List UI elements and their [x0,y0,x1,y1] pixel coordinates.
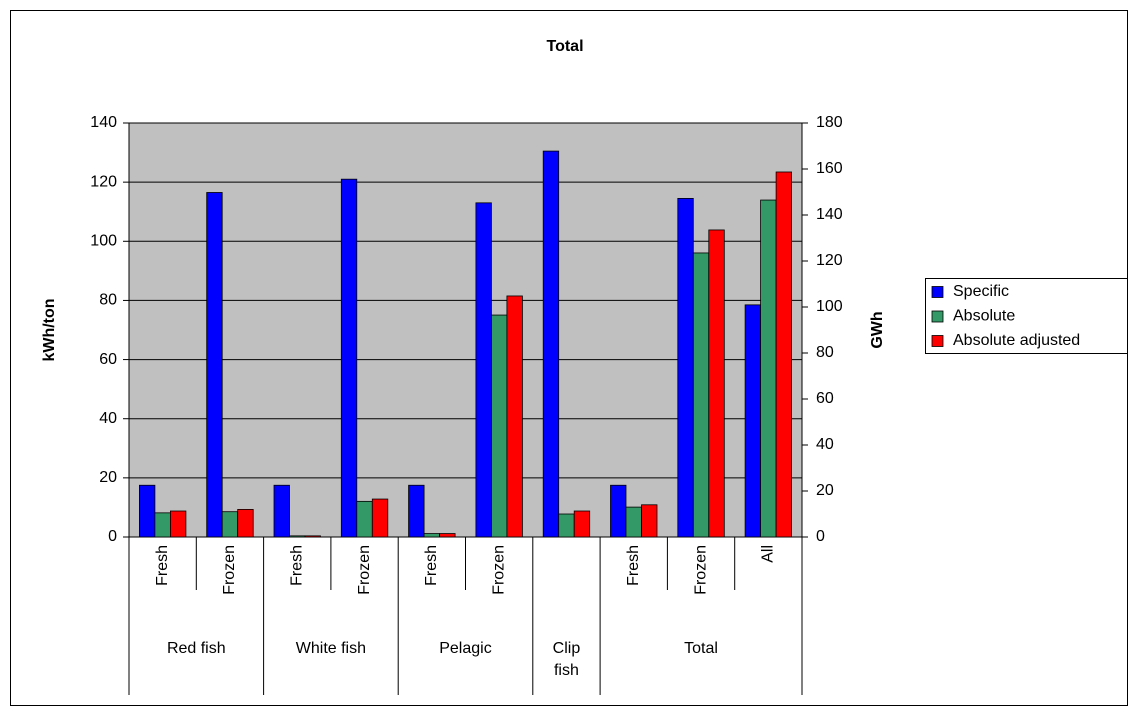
x-tick-label: Fresh [423,545,440,586]
bar [506,295,523,538]
bar [356,500,373,538]
bar [423,533,441,538]
bar [677,198,694,538]
bar [490,314,508,538]
y-tick-label: 40 [99,410,117,427]
group-label: Total [684,640,718,657]
y2-tick-label: 120 [816,252,843,269]
y-tick-label: 60 [99,351,117,368]
legend-swatch [931,286,944,298]
bar [138,484,156,538]
x-tick-label: Frozen [692,545,709,595]
legend-swatch [931,310,944,323]
y2-tick-label: 100 [816,298,843,315]
x-tick-label: All [760,545,777,563]
bar [775,171,792,538]
bar [304,535,321,538]
y-tick-label: 80 [99,292,117,309]
x-tick-label: Fresh [625,545,642,586]
legend-label: Absolute [953,308,1015,325]
group-label: Clip fish [552,640,581,679]
bar [439,533,456,538]
bar [760,199,777,538]
bar [371,498,389,538]
y2-tick-label: 0 [816,528,825,545]
bar [273,484,290,538]
bar [558,513,575,538]
y-tick-label: 140 [90,114,117,131]
bar [475,202,492,538]
bar [573,510,591,538]
y2-axis-title: GWh [869,311,886,348]
bar [625,506,642,538]
y-tick-label: 20 [99,469,117,486]
bar [708,229,725,538]
legend-label: Specific [953,283,1009,300]
bar [610,484,627,538]
x-tick-label: Fresh [154,545,171,586]
y2-tick-label: 20 [816,482,834,499]
bar [221,511,239,538]
group-label: Pelagic [439,640,492,657]
bar [340,178,358,538]
bar [692,252,710,538]
bar [206,192,223,538]
legend-box [925,278,1128,354]
y-tick-label: 120 [90,173,117,190]
bar [237,508,254,538]
y-tick-label: 0 [108,528,117,545]
x-tick-label: Frozen [221,545,238,595]
bar [289,535,306,538]
y2-tick-label: 80 [816,344,834,361]
group-label: White fish [295,640,367,657]
y-tick-label: 100 [90,233,117,250]
y2-tick-label: 40 [816,436,834,453]
x-tick-label: Frozen [490,545,507,595]
bar [154,512,171,538]
legend-swatch [931,335,944,347]
bar [542,150,560,538]
chart-title: Total [546,38,583,55]
y2-tick-label: 60 [816,390,834,407]
group-label: Red fish [166,640,226,657]
y2-tick-label: 140 [816,206,843,223]
y2-tick-label: 180 [816,114,843,131]
bar [408,484,425,538]
x-tick-label: Fresh [288,545,305,586]
bar [641,504,658,538]
y2-tick-label: 160 [816,160,843,177]
y-axis-title: kWh/ton [41,298,58,361]
bar [744,304,761,538]
bar [169,510,187,538]
legend-label: Absolute adjusted [953,332,1080,349]
x-tick-label: Frozen [356,545,373,595]
